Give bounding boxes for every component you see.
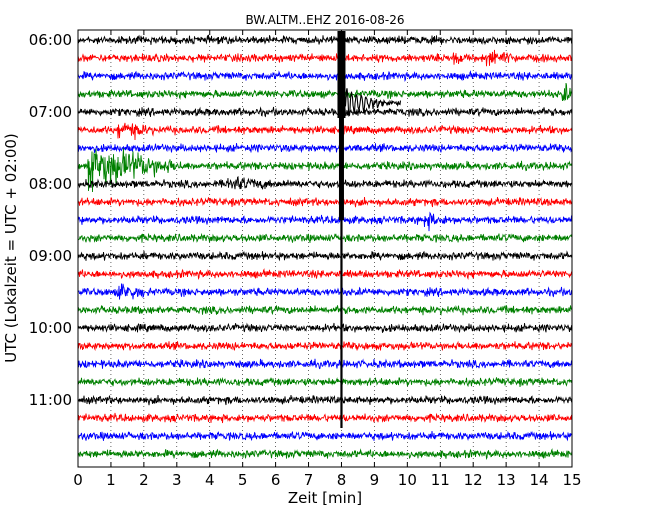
x-tick-label: 10	[398, 471, 417, 489]
y-axis-label: UTC (Lokalzeit = UTC + 02:00)	[2, 133, 20, 363]
trace-7	[77, 143, 573, 154]
x-tick-label: 9	[370, 471, 380, 489]
trace-12	[77, 232, 573, 243]
x-tick-label: 12	[464, 471, 483, 489]
x-axis-ticks: 0 1 2 3 4 5 6 7 8 9 10 11 12 13 14 15	[73, 30, 582, 489]
trace-22	[77, 412, 573, 424]
trace-8	[77, 148, 573, 192]
x-tick-label: 7	[304, 471, 314, 489]
trace-5	[77, 106, 573, 118]
x-tick-label: 15	[562, 471, 581, 489]
x-tick-label: 2	[139, 471, 149, 489]
y-axis-ticks: 06:00 07:00 08:00 09:00 10:00 11:00	[29, 31, 572, 409]
x-tick-label: 3	[172, 471, 182, 489]
y-tick-label: 11:00	[29, 391, 72, 409]
y-tick-label: 08:00	[29, 175, 72, 193]
trace-3	[77, 70, 573, 83]
x-tick-label: 14	[530, 471, 549, 489]
x-tick-label: 13	[497, 471, 516, 489]
trace-15	[77, 283, 573, 300]
x-tick-label: 8	[337, 471, 347, 489]
trace-10	[77, 196, 573, 208]
trace-11	[77, 211, 573, 232]
y-tick-label: 09:00	[29, 247, 72, 265]
x-axis-label: Zeit [min]	[288, 489, 362, 507]
x-tick-label: 0	[73, 471, 83, 489]
trace-16	[77, 304, 573, 316]
x-tick-label: 6	[271, 471, 281, 489]
x-tick-label: 4	[205, 471, 215, 489]
trace-17	[77, 322, 573, 333]
trace-4	[77, 82, 573, 102]
event-peak-block	[337, 31, 346, 118]
x-tick-label: 5	[238, 471, 248, 489]
trace-21	[77, 394, 573, 406]
trace-14	[77, 268, 573, 281]
trace-13	[77, 250, 573, 262]
trace-18	[77, 340, 573, 352]
trace-19	[77, 358, 573, 370]
y-tick-label: 06:00	[29, 31, 72, 49]
y-tick-label: 07:00	[29, 103, 72, 121]
chart-title: BW.ALTM..EHZ 2016-08-26	[245, 13, 404, 27]
trace-2	[77, 49, 573, 67]
event-coda	[344, 88, 402, 117]
x-tick-label: 11	[431, 471, 450, 489]
y-tick-label: 10:00	[29, 319, 72, 337]
trace-23	[77, 430, 573, 442]
trace-1	[77, 34, 573, 46]
trace-24	[77, 448, 573, 461]
seismogram-traces	[77, 31, 573, 461]
trace-6	[77, 122, 573, 140]
trace-20	[77, 376, 573, 388]
plot-frame	[77, 29, 573, 468]
trace-9	[77, 175, 573, 190]
event-body	[338, 112, 344, 220]
x-tick-label: 1	[106, 471, 116, 489]
